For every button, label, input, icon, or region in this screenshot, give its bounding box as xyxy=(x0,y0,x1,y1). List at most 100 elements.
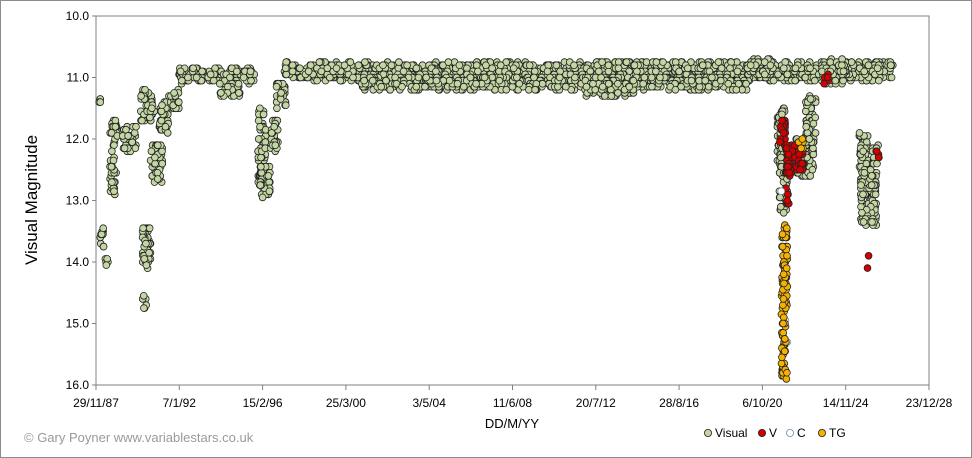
data-point-visual xyxy=(525,86,533,94)
legend-marker-v xyxy=(758,428,767,437)
data-point-v xyxy=(872,147,881,156)
data-point-visual xyxy=(466,73,475,82)
y-axis-ticks: 10.0 11.0 12.0 13.0 14.0 15.0 16.0 xyxy=(66,9,96,392)
y-tick-label: 12.0 xyxy=(66,132,90,146)
data-point-visual xyxy=(482,61,490,69)
data-point-visual xyxy=(530,67,539,76)
legend: Visual V C TG xyxy=(704,426,846,440)
data-point-visual xyxy=(604,79,613,88)
data-point-visual xyxy=(857,181,865,189)
data-point-tg xyxy=(780,335,789,343)
data-point-visual xyxy=(604,61,613,69)
data-point-visual xyxy=(224,82,232,91)
data-point-visual xyxy=(687,76,696,85)
x-tick-label: 6/10/20 xyxy=(742,396,782,410)
data-point-visual xyxy=(360,76,368,85)
data-point-visual xyxy=(317,67,326,76)
data-point-visual xyxy=(163,129,172,137)
data-point-visual xyxy=(561,82,570,91)
data-point-visual xyxy=(538,79,547,88)
data-point-visual xyxy=(859,190,867,199)
data-point-v xyxy=(778,116,786,125)
data-point-visual xyxy=(604,67,613,76)
data-point-visual xyxy=(281,101,290,109)
data-point-visual xyxy=(158,147,166,156)
data-point-visual xyxy=(838,61,846,69)
data-point-visual xyxy=(176,67,185,76)
data-point-visual xyxy=(234,79,243,88)
data-point-visual xyxy=(766,61,775,69)
data-point-visual xyxy=(257,162,265,171)
data-point-visual xyxy=(783,70,792,79)
data-point-visual xyxy=(683,64,692,73)
data-point-visual xyxy=(512,73,521,82)
data-point-visual xyxy=(382,76,390,85)
data-point-visual xyxy=(139,224,147,233)
data-point-visual xyxy=(779,209,788,217)
x-tick-label: 11/6/08 xyxy=(493,396,532,410)
data-point-visual xyxy=(151,153,159,162)
data-point-visual xyxy=(247,76,255,85)
data-point-visual xyxy=(109,156,118,165)
data-point-visual xyxy=(288,67,297,76)
data-point-visual xyxy=(256,122,264,131)
data-point-visual xyxy=(258,193,267,202)
data-point-visual xyxy=(272,82,281,91)
x-tick-label: 23/12/28 xyxy=(906,396,953,410)
data-point-visual xyxy=(774,70,782,79)
data-point-visual xyxy=(525,61,534,69)
data-point-visual xyxy=(622,58,631,66)
data-point-visual xyxy=(480,73,489,82)
data-point-visual xyxy=(102,261,111,269)
data-point-v xyxy=(775,138,784,146)
data-point-visual xyxy=(325,73,334,82)
data-point-visual xyxy=(128,138,136,146)
data-point-visual xyxy=(791,76,799,85)
y-tick-label: 15.0 xyxy=(66,317,90,331)
data-point-visual xyxy=(859,147,867,156)
data-point-visual xyxy=(779,64,788,73)
data-point-visual xyxy=(582,82,591,91)
x-tick-label: 28/8/16 xyxy=(659,396,699,410)
data-point-visual xyxy=(778,110,786,119)
data-point-visual xyxy=(157,116,166,125)
data-point-visual xyxy=(811,129,820,137)
legend-label-v: V xyxy=(769,426,777,440)
data-point-visual xyxy=(138,116,146,125)
data-point-visual xyxy=(422,73,431,82)
data-point-visual xyxy=(671,86,680,94)
data-point-visual xyxy=(233,67,241,76)
data-point-visual xyxy=(153,175,162,183)
data-point-tg xyxy=(778,242,787,251)
data-point-visual xyxy=(860,67,868,76)
data-point-visual xyxy=(647,73,656,82)
data-point-visual xyxy=(701,76,709,85)
data-point-visual xyxy=(386,86,395,94)
data-point-visual xyxy=(613,79,622,88)
data-point-visual xyxy=(368,76,377,85)
data-point-visual xyxy=(336,76,345,85)
data-point-visual xyxy=(530,73,538,82)
data-point-visual xyxy=(544,61,553,69)
data-point-visual xyxy=(110,187,118,196)
data-point-visual xyxy=(839,67,848,76)
data-point-visual xyxy=(455,61,464,69)
data-point-visual xyxy=(141,86,149,94)
data-point-visual xyxy=(99,224,107,233)
data-point-visual xyxy=(315,58,324,66)
data-point-visual xyxy=(361,58,369,66)
data-point-visual xyxy=(472,79,480,88)
data-point-visual xyxy=(472,61,481,69)
data-point-visual xyxy=(256,181,265,189)
data-point-visual xyxy=(108,178,116,186)
data-point-visual xyxy=(659,58,667,66)
data-point-v xyxy=(874,153,883,162)
data-points-layer xyxy=(95,55,897,383)
data-point-visual xyxy=(864,61,873,69)
data-point-v xyxy=(864,252,873,260)
data-point-visual xyxy=(444,58,453,66)
data-point-visual xyxy=(607,92,616,100)
data-point-visual xyxy=(614,58,623,66)
data-point-tg xyxy=(780,279,788,288)
data-point-visual xyxy=(860,169,869,177)
